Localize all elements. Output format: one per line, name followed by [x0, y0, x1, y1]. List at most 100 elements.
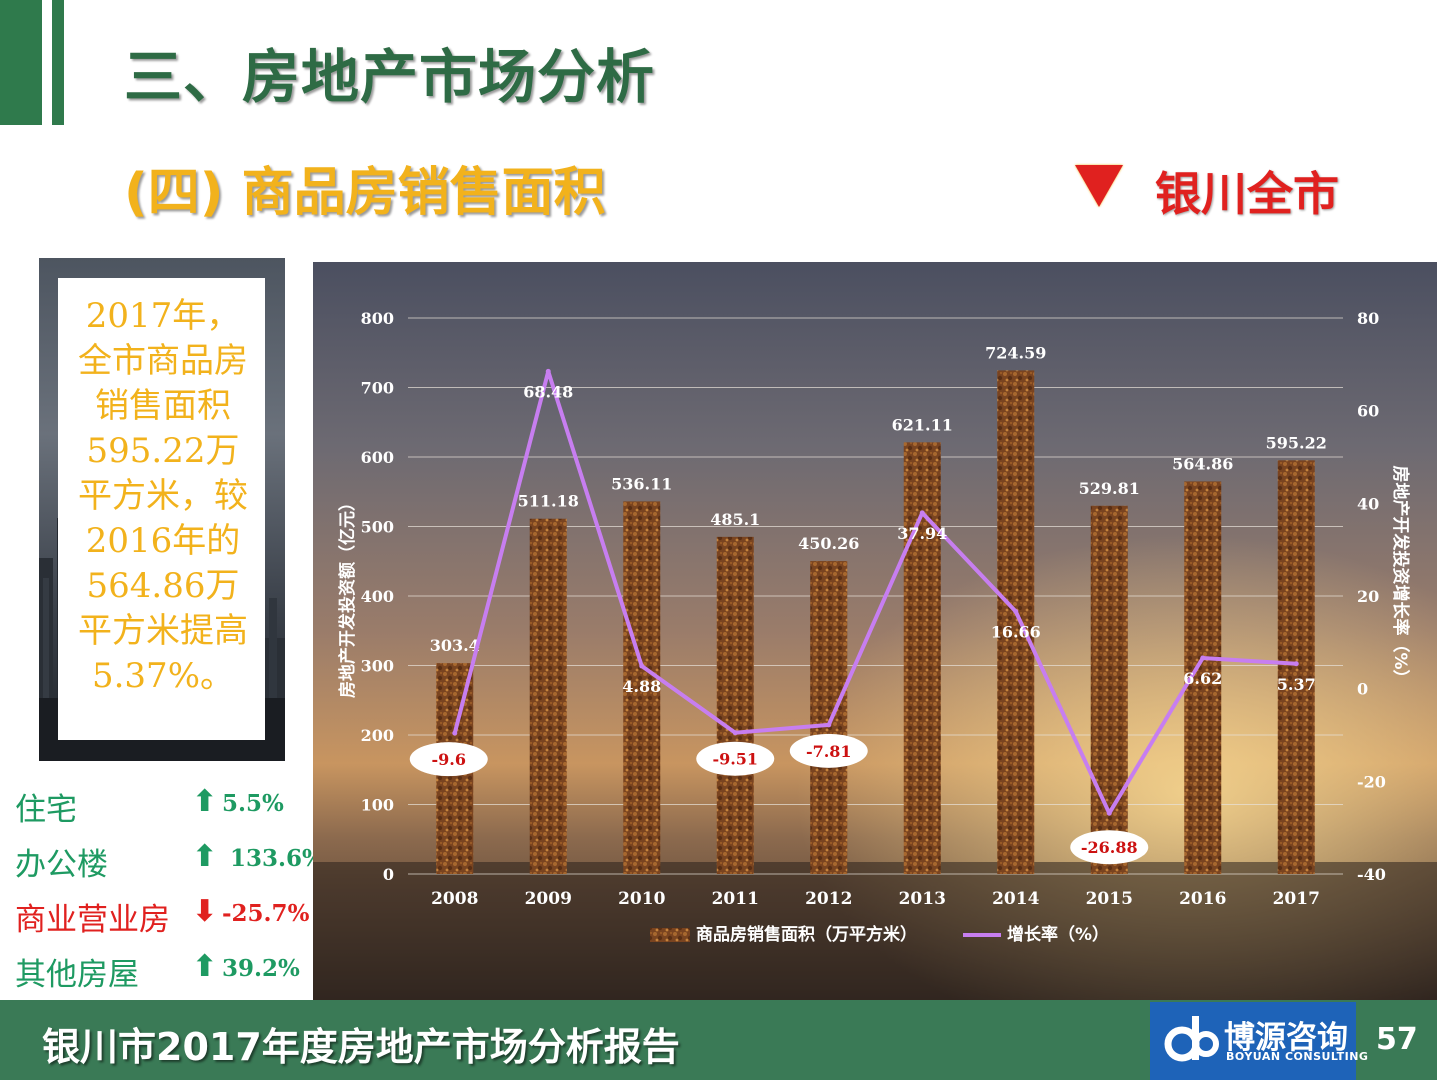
category-label: 住宅	[15, 792, 77, 828]
legend-entry: 增长率（%）	[1007, 924, 1109, 945]
y-right-tick-label: 60	[1357, 402, 1379, 421]
y-left-tick-label: 400	[361, 587, 394, 606]
x-tick-label: 2016	[1179, 889, 1226, 909]
category-label: 其他房屋	[15, 957, 139, 993]
list-item: 商业营业房 ⬇ -25.7%	[0, 890, 312, 940]
y-right-tick-label: 80	[1357, 309, 1379, 328]
bar-data-label: 485.1	[710, 510, 760, 529]
line-data-label: -26.88	[1081, 838, 1138, 857]
bar-data-label: 621.11	[892, 415, 953, 434]
x-tick-label: 2014	[992, 889, 1039, 909]
bar-data-label: 511.18	[518, 492, 579, 511]
line-label-bubble	[696, 741, 775, 776]
x-tick-label: 2017	[1273, 889, 1320, 909]
chart-panel: 303.4 511.18 536.11 485.1 450.26 621.11 724.59…	[313, 262, 1437, 1000]
bar-data-label: 595.22	[1266, 433, 1327, 452]
legend-bar-swatch	[650, 928, 690, 942]
line-data-label: 16.66	[991, 622, 1041, 641]
bar-data-label: 536.11	[611, 474, 672, 493]
line-data-label: 37.94	[897, 524, 947, 543]
report-title: 银川市2017年度房地产市场分析报告	[42, 1025, 680, 1069]
bar-data-label: 303.4	[430, 636, 480, 655]
y-left-tick-label: 600	[361, 448, 394, 467]
triangle-down-icon	[1075, 165, 1123, 207]
line-data-label: -9.6	[432, 750, 466, 769]
line-data-label: 68.48	[523, 382, 573, 401]
line-point	[545, 368, 551, 374]
bar	[903, 442, 941, 874]
line-label-bubble	[789, 733, 868, 768]
logo-icon	[1164, 1016, 1219, 1062]
accent-bar	[0, 0, 42, 125]
line-point	[1013, 608, 1019, 614]
x-tick-label: 2008	[431, 889, 478, 909]
x-tick-label: 2013	[899, 889, 946, 909]
accent-bar	[52, 0, 64, 125]
logo-text: 博源咨询	[1224, 1020, 1348, 1056]
arrow-up-icon: ⬆	[192, 949, 218, 984]
x-tick-label: 2015	[1086, 889, 1133, 909]
x-tick-label: 2011	[712, 889, 759, 909]
line-point	[919, 510, 925, 516]
line-data-label: 4.88	[622, 677, 661, 696]
combo-chart: 303.4 511.18 536.11 485.1 450.26 621.11 724.59…	[313, 262, 1437, 1000]
line-data-label: 6.62	[1183, 669, 1222, 688]
y-right-tick-label: 0	[1357, 680, 1368, 699]
chart-background-water	[313, 862, 1437, 1000]
y-right-tick-label: 40	[1357, 494, 1379, 513]
company-logo	[1150, 1002, 1356, 1080]
change-value: -25.7%	[222, 900, 310, 927]
y-left-tick-label: 200	[361, 726, 394, 745]
line-point	[1293, 661, 1299, 667]
summary-text: 2017年，全市商品房销售面积595.22万平方米，较2016年的564.86万…	[78, 296, 248, 696]
change-value: 5.5%	[222, 790, 284, 817]
bar	[1277, 460, 1315, 874]
legend-entry: 商品房销售面积（万平方米）	[696, 924, 917, 945]
bar-data-label: 529.81	[1079, 479, 1140, 498]
y-left-tick-label: 500	[361, 518, 394, 537]
page-number: 57	[1376, 1022, 1418, 1057]
bar	[810, 561, 848, 874]
y-left-tick-label: 0	[383, 865, 394, 884]
list-item: 其他房屋 ⬆ 39.2%	[0, 945, 312, 995]
y-left-tick-label: 100	[361, 796, 394, 815]
x-tick-label: 2012	[805, 889, 852, 909]
line-point	[639, 663, 645, 669]
line-point	[1200, 655, 1206, 661]
line-data-label: 5.37	[1277, 675, 1316, 694]
bar	[623, 501, 661, 874]
growth-rate-line	[452, 369, 1297, 816]
line-point	[452, 730, 458, 736]
y-left-tick-label: 700	[361, 379, 394, 398]
line-label-bubble	[1070, 830, 1149, 865]
y-right-tick-label: -40	[1357, 865, 1386, 884]
bar	[997, 370, 1035, 874]
line-data-label: -7.81	[806, 742, 852, 761]
city-label: 银川全市	[1155, 167, 1339, 221]
y-right-tick-label: 20	[1357, 587, 1379, 606]
list-item: 办公楼 ⬆ 133.6%	[0, 835, 324, 885]
bar-data-label: 724.59	[985, 343, 1046, 362]
arrow-up-icon: ⬆	[192, 839, 218, 874]
logo-subtext: BOYUAN CONSULTING	[1226, 1050, 1369, 1063]
y-right-axis-title: 房地产开发投资增长率（%）	[1390, 465, 1411, 686]
note-card	[58, 278, 265, 740]
category-label: 办公楼	[15, 847, 108, 883]
arrow-up-icon: ⬆	[192, 784, 218, 819]
y-left-tick-label: 800	[361, 309, 394, 328]
change-value: 39.2%	[222, 955, 300, 982]
change-value: 133.6%	[230, 845, 324, 872]
line-point	[732, 730, 738, 736]
line-data-label: -9.51	[712, 750, 758, 769]
x-tick-label: 2010	[618, 889, 665, 909]
section-subtitle: (四) 商品房销售面积	[124, 163, 606, 223]
page-title: 三、房地产市场分析	[124, 43, 656, 111]
arrow-down-icon: ⬇	[192, 894, 218, 929]
bar-data-label: 450.26	[798, 534, 859, 553]
bar	[1090, 505, 1128, 874]
line-label-bubble	[409, 742, 488, 777]
line-point	[1106, 810, 1112, 816]
y-left-tick-label: 300	[361, 657, 394, 676]
y-left-axis-title: 房地产开发投资额（亿元）	[337, 494, 358, 698]
line-point	[826, 722, 832, 728]
